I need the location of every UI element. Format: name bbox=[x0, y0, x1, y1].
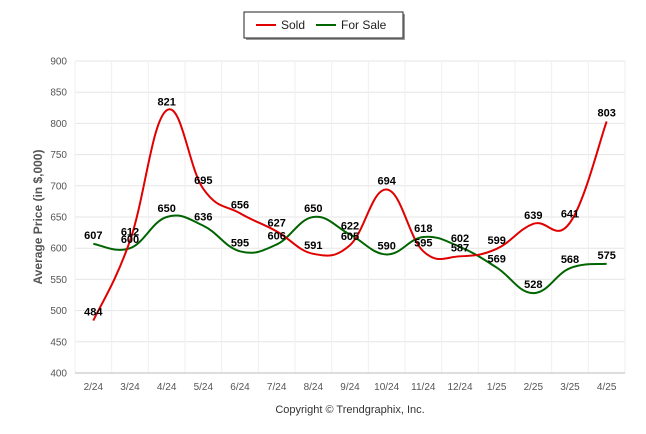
y-tick-label: 400 bbox=[50, 369, 67, 380]
x-tick-label: 4/24 bbox=[157, 382, 177, 393]
data-label-sold: 639 bbox=[524, 210, 542, 222]
x-tick-label: 6/24 bbox=[230, 382, 250, 393]
data-label-sold: 595 bbox=[414, 237, 432, 249]
data-label-sold: 627 bbox=[267, 217, 285, 229]
axes: 400 450 500 550 600 650 700 750 800 850 900 2/24 3/2… bbox=[50, 57, 625, 393]
x-tick-label: 12/24 bbox=[447, 382, 472, 393]
data-label-for-sale: 528 bbox=[524, 279, 542, 291]
data-label-for-sale: 568 bbox=[561, 254, 579, 266]
series-line-sold bbox=[92, 108, 608, 322]
copyright-footer: Copyright © Trendgraphix, Inc. bbox=[275, 404, 424, 416]
data-label-for-sale: 575 bbox=[597, 250, 615, 262]
data-label-sold: 694 bbox=[377, 176, 396, 188]
data-label-sold: 591 bbox=[304, 240, 322, 252]
data-label-sold: 821 bbox=[157, 96, 175, 108]
data-label-for-sale: 569 bbox=[487, 254, 505, 266]
data-label-sold: 587 bbox=[451, 242, 469, 254]
series-line-for-sale bbox=[93, 214, 607, 295]
y-tick-label: 550 bbox=[50, 275, 67, 286]
data-label-for-sale: 600 bbox=[121, 234, 139, 246]
y-tick-label: 700 bbox=[50, 181, 67, 192]
data-label-for-sale: 636 bbox=[194, 212, 212, 224]
x-tick-label: 2/24 bbox=[84, 382, 104, 393]
legend-label-for-sale: For Sale bbox=[341, 18, 387, 32]
data-labels: 484 612 821 695 656 627 591 605 694 595 587 599 639 6… bbox=[84, 96, 616, 318]
x-tick-label: 7/24 bbox=[267, 382, 287, 393]
x-tick-label: 8/24 bbox=[304, 382, 324, 393]
data-label-for-sale: 595 bbox=[231, 237, 249, 249]
legend-label-sold: Sold bbox=[281, 18, 305, 32]
data-label-sold: 803 bbox=[597, 108, 615, 120]
x-tick-label: 3/25 bbox=[560, 382, 580, 393]
x-tick-label: 1/25 bbox=[487, 382, 507, 393]
data-label-for-sale: 602 bbox=[451, 233, 469, 245]
x-tick-label: 9/24 bbox=[340, 382, 360, 393]
x-tick-label: 3/24 bbox=[120, 382, 140, 393]
legend: Sold For Sale bbox=[243, 11, 405, 40]
y-tick-label: 650 bbox=[50, 213, 67, 224]
data-label-sold: 599 bbox=[487, 235, 505, 247]
data-label-sold: 695 bbox=[194, 175, 212, 187]
data-label-sold: 605 bbox=[341, 231, 359, 243]
x-tick-label: 10/24 bbox=[374, 382, 399, 393]
x-tick-label: 2/25 bbox=[524, 382, 544, 393]
y-tick-label: 500 bbox=[50, 306, 67, 317]
x-tick-label: 4/25 bbox=[597, 382, 617, 393]
x-tick-label: 11/24 bbox=[411, 382, 436, 393]
y-tick-label: 900 bbox=[50, 57, 67, 68]
y-axis-title: Average Price (in $,000) bbox=[31, 150, 45, 285]
y-tick-label: 800 bbox=[50, 119, 67, 130]
data-label-for-sale: 650 bbox=[157, 203, 175, 215]
data-label-sold: 484 bbox=[84, 307, 103, 319]
data-label-for-sale: 618 bbox=[414, 223, 432, 235]
data-label-sold: 641 bbox=[561, 209, 579, 221]
data-label-for-sale: 622 bbox=[341, 220, 359, 232]
data-label-sold: 612 bbox=[121, 227, 139, 239]
series bbox=[92, 108, 608, 322]
y-tick-label: 600 bbox=[50, 244, 67, 255]
y-tick-label: 450 bbox=[50, 337, 67, 348]
data-label-for-sale: 650 bbox=[304, 203, 322, 215]
data-label-for-sale: 607 bbox=[84, 230, 102, 242]
data-label-for-sale: 590 bbox=[377, 240, 395, 252]
data-label-sold: 656 bbox=[231, 199, 249, 211]
x-tick-label: 5/24 bbox=[194, 382, 214, 393]
y-tick-label: 750 bbox=[50, 150, 67, 161]
y-tick-label: 850 bbox=[50, 88, 67, 99]
data-label-for-sale: 606 bbox=[267, 230, 285, 242]
